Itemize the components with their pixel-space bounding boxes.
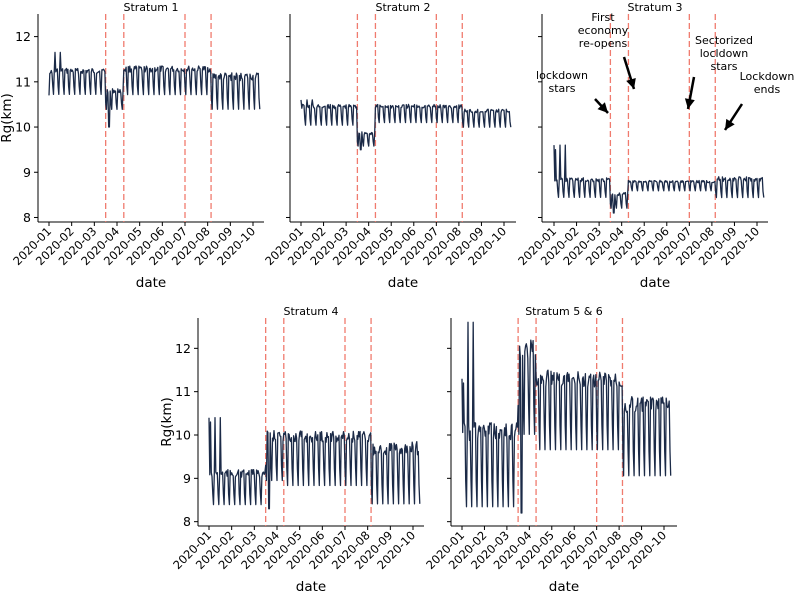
series-line [300, 99, 512, 151]
panel-s56: Stratum 5 & 62020-012020-022020-032020-0… [423, 305, 677, 595]
panel-title: Stratum 4 [283, 305, 338, 318]
panel-title: Stratum 2 [375, 1, 430, 14]
panel-s1: Stratum 189101112Rg(km)2020-012020-02202… [0, 1, 264, 291]
y-tick-label: 8 [183, 514, 191, 529]
series-line [208, 417, 421, 510]
annotation-arrowhead-4 [725, 118, 735, 130]
y-axis-label: Rg(km) [159, 397, 175, 446]
y-axis-label: Rg(km) [0, 93, 15, 142]
annotation-text-3: Sectorized locldown stars [695, 34, 753, 73]
y-tick-label: 9 [23, 165, 31, 180]
panel-title: Stratum 5 & 6 [525, 305, 603, 318]
y-tick-label: 12 [15, 29, 31, 44]
y-tick-label: 9 [183, 471, 191, 486]
annotation-text-2: First economy re-opens [578, 11, 629, 50]
y-tick-label: 11 [15, 74, 31, 89]
x-axis-label: date [136, 275, 166, 291]
panel-s4: Stratum 489101112Rg(km)2020-012020-02202… [159, 305, 424, 595]
annotation-arrowhead-3 [684, 98, 695, 109]
y-tick-label: 12 [175, 341, 191, 356]
y-tick-label: 11 [175, 384, 191, 399]
series-line [461, 321, 672, 514]
annotation-arrowhead-2 [626, 78, 636, 89]
y-tick-label: 10 [15, 120, 31, 135]
y-tick-label: 8 [23, 210, 31, 225]
annotation-text-1: lockdown stars [536, 69, 588, 95]
series-line [553, 144, 765, 214]
series-line [48, 51, 261, 128]
annotation-text-4: Lockdown ends [740, 70, 795, 96]
x-axis-label: date [549, 579, 579, 595]
annotations: lockdown stars First economy re-opens Sectori… [536, 11, 795, 131]
y-tick-label: 10 [175, 428, 191, 443]
panel-title: Stratum 3 [627, 1, 682, 14]
x-axis-label: date [388, 275, 418, 291]
x-axis-label: date [640, 275, 670, 291]
annotation-arrowhead-1 [597, 102, 608, 113]
panel-s2: Stratum 22020-012020-022020-032020-04202… [262, 1, 516, 291]
x-axis-label: date [296, 579, 326, 595]
panel-title: Stratum 1 [123, 1, 178, 14]
